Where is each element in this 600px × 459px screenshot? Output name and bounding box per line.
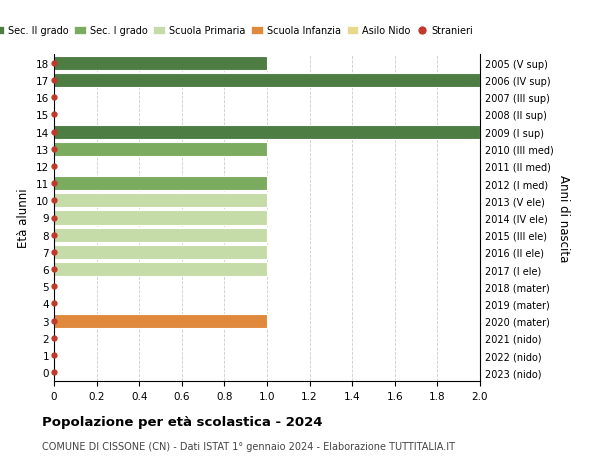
Bar [54,245,267,259]
Bar [54,142,267,157]
Bar [54,211,267,225]
Bar [54,74,480,88]
Bar [54,125,480,139]
Bar [54,194,267,208]
Text: COMUNE DI CISSONE (CN) - Dati ISTAT 1° gennaio 2024 - Elaborazione TUTTITALIA.IT: COMUNE DI CISSONE (CN) - Dati ISTAT 1° g… [42,441,455,451]
Y-axis label: Età alunni: Età alunni [17,188,31,248]
Bar [54,56,267,71]
Bar [54,177,267,191]
Y-axis label: Anni di nascita: Anni di nascita [557,174,570,262]
Bar [54,228,267,242]
Bar [54,314,267,328]
Legend: Sec. II grado, Sec. I grado, Scuola Primaria, Scuola Infanzia, Asilo Nido, Stran: Sec. II grado, Sec. I grado, Scuola Prim… [0,22,478,40]
Bar [54,263,267,276]
Text: Popolazione per età scolastica - 2024: Popolazione per età scolastica - 2024 [42,415,323,428]
